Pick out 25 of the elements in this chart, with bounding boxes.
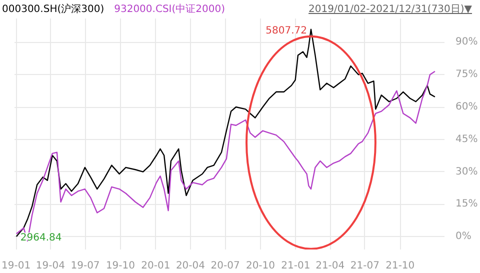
y-tick-label: 30% xyxy=(456,166,478,178)
y-tick-label: 90% xyxy=(456,36,478,48)
x-tick-label: 21-01 xyxy=(281,260,310,272)
annotation: 5807.72 xyxy=(266,25,307,36)
text: 000300.SH(沪深300) xyxy=(2,4,104,15)
x-tick-label: 21-04 xyxy=(316,260,345,272)
chart-subtitle: 2019/01/02-2021/12/31(730日)▼ xyxy=(308,3,472,16)
y-tick-label: 15% xyxy=(456,198,478,210)
annotation: 2964.84 xyxy=(20,232,62,244)
line-series xyxy=(16,70,436,242)
x-tick-label: 21-07 xyxy=(350,260,380,272)
x-tick-label: 19-07 xyxy=(70,260,100,272)
x-tick-label: 19-01 xyxy=(2,260,31,272)
x-tick-label: 21-10 xyxy=(386,260,415,272)
x-tick-label: 20-04 xyxy=(176,260,206,272)
y-tick-label: 0% xyxy=(456,231,472,242)
x-tick-label: 19-04 xyxy=(36,260,65,272)
x-tick-label: 20-10 xyxy=(246,260,276,272)
text: 932000.CSI(中证2000) xyxy=(114,4,225,15)
y-tick-label: 75% xyxy=(456,69,478,80)
x-tick-label: 19-10 xyxy=(106,260,136,272)
y-tick-label: 60% xyxy=(456,102,478,113)
y-tick-label: 45% xyxy=(456,134,478,145)
x-tick-label: 20-07 xyxy=(210,260,240,272)
x-tick-label: 20-01 xyxy=(141,260,170,272)
